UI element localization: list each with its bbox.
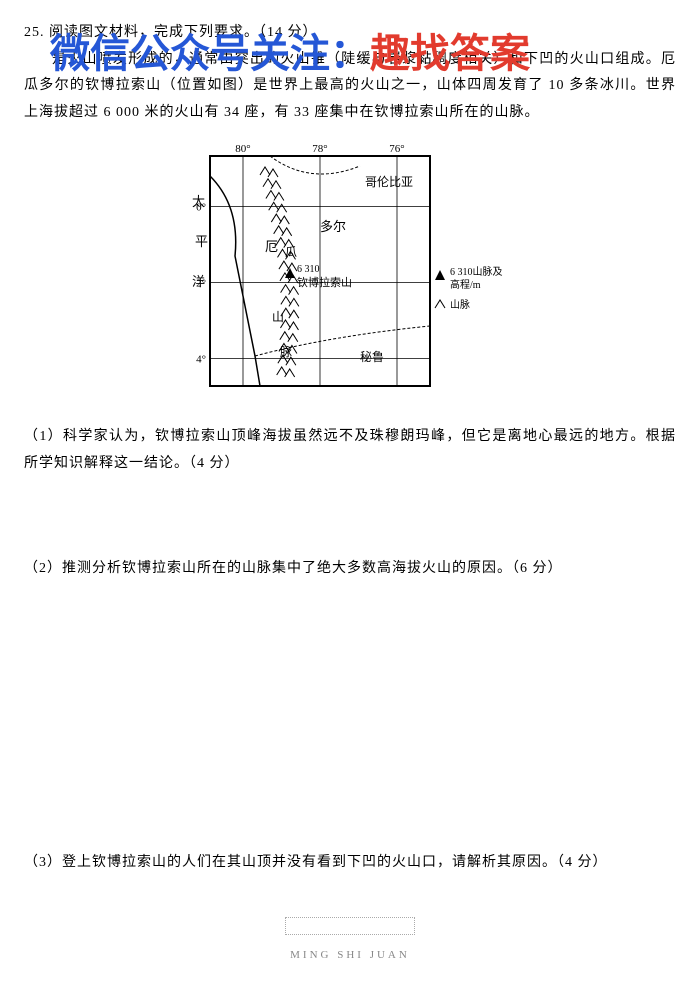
svg-text:6 310: 6 310 bbox=[297, 264, 320, 275]
svg-text:瓜: 瓜 bbox=[285, 245, 297, 259]
footer-text: MING SHI JUAN bbox=[290, 949, 410, 961]
question-number: 25. bbox=[24, 25, 45, 40]
svg-text:4°: 4° bbox=[196, 354, 206, 366]
map-svg: 80°78°76°0°2°4°6 310钦博拉索山哥伦比亚厄瓜多尔秘鲁太平洋山脉… bbox=[180, 136, 520, 406]
svg-text:钦博拉索山: 钦博拉索山 bbox=[297, 275, 352, 289]
svg-text:厄: 厄 bbox=[265, 239, 278, 254]
svg-text:秘鲁: 秘鲁 bbox=[360, 350, 384, 364]
sub-question-1: （1）科学家认为，钦博拉索山顶峰海拔虽然远不及珠穆朗玛峰，但它是离地心最远的地方… bbox=[24, 424, 676, 477]
svg-text:多尔: 多尔 bbox=[320, 219, 346, 234]
svg-text:76°: 76° bbox=[389, 143, 404, 155]
svg-text:平: 平 bbox=[195, 234, 208, 249]
footer-box bbox=[285, 917, 415, 935]
svg-text:78°: 78° bbox=[312, 143, 327, 155]
svg-text:山脉: 山脉 bbox=[450, 298, 470, 311]
svg-text:太: 太 bbox=[192, 194, 205, 209]
page-footer: MING SHI JUAN bbox=[24, 917, 676, 966]
svg-text:哥伦比亚: 哥伦比亚 bbox=[365, 174, 413, 189]
svg-text:洋: 洋 bbox=[192, 274, 205, 289]
map-figure: 80°78°76°0°2°4°6 310钦博拉索山哥伦比亚厄瓜多尔秘鲁太平洋山脉… bbox=[24, 136, 676, 406]
svg-text:6 310山脉及: 6 310山脉及 bbox=[450, 265, 503, 278]
sub-question-2: （2）推测分析钦博拉索山所在的山脉集中了绝大多数高海拔火山的原因。（6 分） bbox=[24, 556, 676, 583]
svg-text:脉: 脉 bbox=[280, 344, 292, 359]
question-paragraph: 是火山喷发形成的，通常由突出的火山锥（陡缓与岩浆黏稠度相关）和下凹的火山口组成。… bbox=[24, 47, 676, 127]
svg-text:高程/m: 高程/m bbox=[450, 278, 481, 291]
sub-question-3: （3）登上钦博拉索山的人们在其山顶并没有看到下凹的火山口，请解析其原因。（4 分… bbox=[24, 850, 676, 877]
question-header: 25. 阅读图文材料，完成下列要求。（14 分） bbox=[24, 20, 676, 47]
svg-text:山: 山 bbox=[272, 310, 284, 324]
question-header-text: 阅读图文材料，完成下列要求。（14 分） bbox=[49, 25, 318, 40]
svg-text:80°: 80° bbox=[235, 143, 250, 155]
